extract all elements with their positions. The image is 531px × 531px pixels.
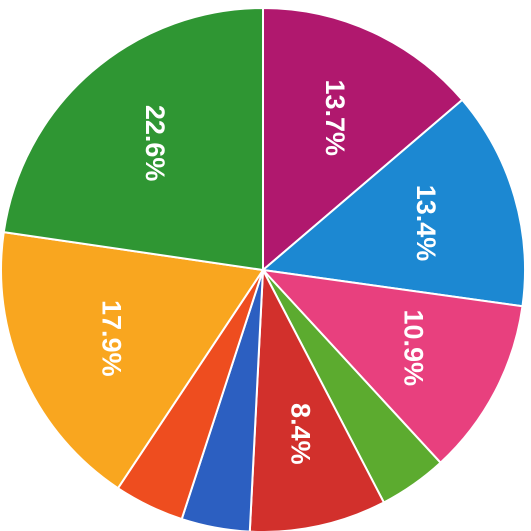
slice-label: 13.7% xyxy=(320,79,350,156)
pie-slice xyxy=(260,98,526,308)
pie-slice xyxy=(262,6,464,273)
pie-slice xyxy=(2,6,264,272)
pie-slice xyxy=(260,268,524,465)
slice-label: 10.9% xyxy=(398,310,428,387)
slice-label: 22.6% xyxy=(140,105,170,182)
pie-slice xyxy=(0,230,265,490)
slice-label: 8.4% xyxy=(286,403,316,465)
slice-label: 13.4% xyxy=(411,185,441,262)
slice-label: 17.9% xyxy=(97,300,127,377)
pie-slice xyxy=(248,266,386,531)
